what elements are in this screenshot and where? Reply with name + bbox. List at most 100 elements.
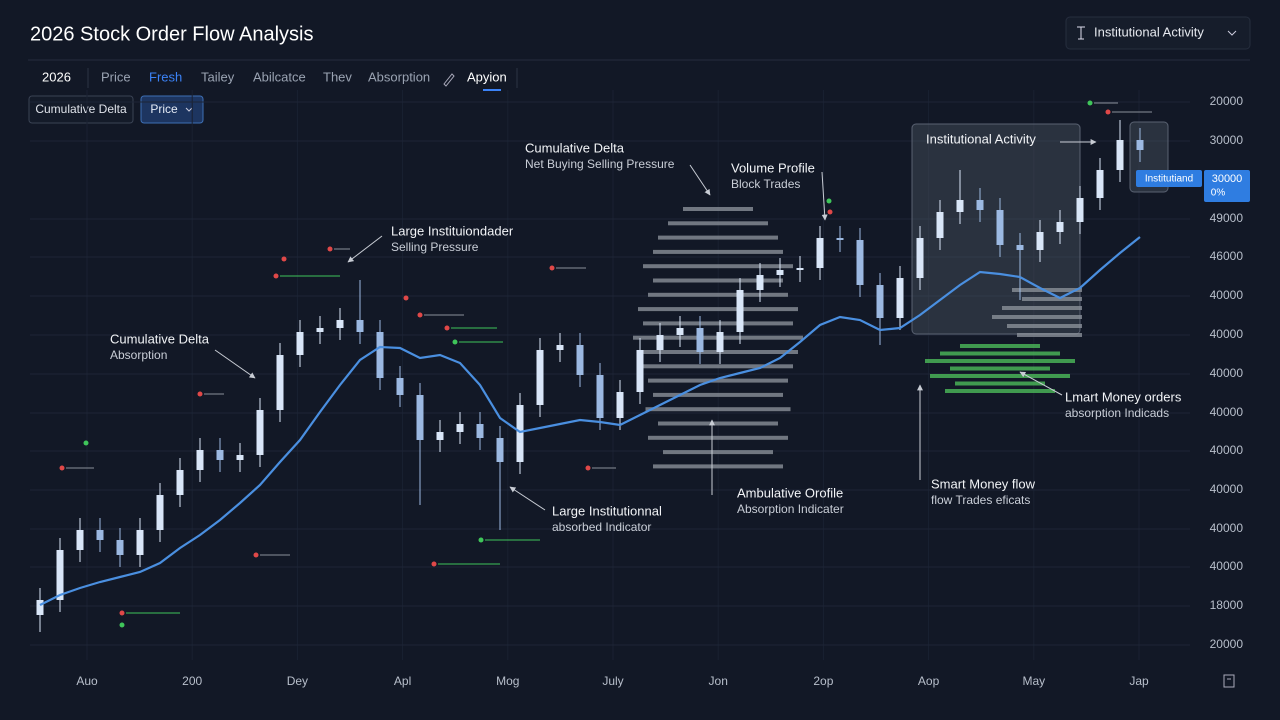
tab[interactable]: Fresh	[149, 69, 182, 84]
candle-body	[816, 238, 824, 268]
x-tick-label: Jap	[1129, 674, 1149, 688]
candle-body	[236, 455, 244, 460]
volume-profile-bar	[653, 392, 783, 397]
y-tick-label: 49000	[1210, 211, 1244, 225]
candle-body	[1056, 222, 1064, 232]
x-tick-label: Dey	[287, 674, 308, 688]
candle-body	[376, 332, 384, 378]
volume-profile-bar	[925, 359, 1075, 363]
volume-profile-bar	[1017, 333, 1082, 337]
candle-body	[536, 350, 544, 405]
candle-body	[356, 320, 364, 332]
candle-body	[56, 550, 64, 600]
order-dot	[119, 610, 125, 616]
candle-body	[676, 328, 684, 335]
volume-profile-bar	[668, 221, 768, 226]
candle-body	[1116, 140, 1124, 170]
order-dot	[585, 465, 591, 471]
x-tick-label: May	[1022, 674, 1045, 688]
candle-body	[1096, 170, 1104, 198]
order-dot	[1087, 100, 1093, 106]
candle-body	[776, 270, 784, 275]
volume-profile-bar	[653, 249, 783, 254]
candle-body	[456, 424, 464, 432]
annotation-title: Institutional Activity	[926, 131, 1036, 146]
annotation-subtitle: Absorption	[110, 348, 167, 362]
order-dot	[327, 246, 333, 252]
volume-profile-bar	[955, 381, 1045, 386]
candle-body	[276, 355, 284, 410]
candle-body	[596, 375, 604, 418]
annotation-title: Lmart Money orders	[1065, 389, 1182, 404]
order-dot	[1105, 109, 1111, 115]
tab[interactable]: Thev	[323, 69, 352, 84]
candle-body	[936, 212, 944, 238]
tab[interactable]: Apyion	[467, 69, 507, 84]
order-dot	[826, 198, 832, 204]
candle-body	[656, 335, 664, 350]
candle-body	[696, 328, 704, 352]
volume-profile-bar	[940, 351, 1060, 356]
page-title: 2026 Stock Order Flow Analysis	[30, 23, 313, 45]
tab-bar: 2026 Price Fresh Tailey Abilcatce Thev Absorpt…	[42, 68, 518, 91]
volume-profile-bar	[648, 378, 788, 383]
annotation-title: Ambulative Orofile	[737, 485, 843, 500]
order-dot	[403, 295, 409, 301]
candle-body	[856, 240, 864, 285]
candle-body	[36, 600, 44, 615]
y-tick-label: 40000	[1210, 405, 1244, 419]
tab[interactable]: 2026	[42, 69, 71, 84]
candle-body	[496, 438, 504, 462]
candle-body	[876, 285, 884, 318]
toolbar-dropdown[interactable]	[140, 95, 204, 124]
button-icon	[1077, 26, 1085, 40]
volume-profile-bar	[930, 374, 1070, 378]
volume-profile-bar	[1022, 297, 1082, 301]
order-dot	[478, 537, 484, 543]
volume-profile-bar	[663, 450, 773, 455]
y-tick-label: 40000	[1210, 521, 1244, 535]
volume-profile-bar	[1007, 324, 1082, 328]
candle-body	[316, 328, 324, 332]
plot-area: Auo 200 Dey Apl Mog July Jon 2op Aop May Jap 20000 1…	[30, 90, 1250, 688]
candle-body	[976, 200, 984, 210]
pen-icon	[443, 73, 455, 87]
candle-body	[636, 350, 644, 392]
tab[interactable]: Tailey	[201, 69, 235, 84]
candle-body	[116, 540, 124, 555]
settings-icon	[1223, 674, 1235, 688]
toolbar-button[interactable]	[28, 95, 134, 124]
annotation-title: Cumulative Delta	[525, 140, 625, 155]
y-tick-label: 40000	[1210, 443, 1244, 457]
candle-body	[916, 238, 924, 278]
volume-profile-bar	[683, 207, 753, 211]
order-dot	[452, 339, 458, 345]
tab[interactable]: Absorption	[368, 69, 430, 84]
annotation-subtitle: Absorption Indicater	[737, 502, 844, 516]
order-dot	[197, 391, 203, 397]
order-dot	[417, 312, 423, 318]
candle-body	[256, 410, 264, 455]
candle-body	[96, 530, 104, 540]
tab[interactable]: Abilcatce	[253, 69, 306, 84]
y-tick-label: 46000	[1210, 249, 1244, 263]
candle-body	[136, 530, 144, 555]
moving-average-line	[39, 236, 1141, 606]
y-tick-label: 18000	[1210, 598, 1244, 612]
x-tick-label: 200	[182, 674, 202, 688]
order-dot	[119, 622, 125, 628]
annotation-subtitle: absorption Indicads	[1065, 406, 1169, 420]
annotation-title: Smart Money flow	[931, 476, 1036, 491]
order-dot	[253, 552, 259, 558]
candle-body	[296, 332, 304, 355]
annotation-subtitle: Block Trades	[731, 177, 800, 191]
volume-profile-bar	[653, 278, 783, 283]
candle-body	[416, 395, 424, 440]
activity-button[interactable]	[1065, 16, 1251, 50]
order-dot	[83, 440, 89, 446]
y-tick-label: 20000	[1210, 94, 1244, 108]
price-tag-name-box	[1136, 170, 1202, 187]
tab[interactable]: Price	[101, 69, 131, 84]
price-tag-name: Institutiand	[1145, 174, 1193, 185]
y-tick-label: 40000	[1210, 559, 1244, 573]
